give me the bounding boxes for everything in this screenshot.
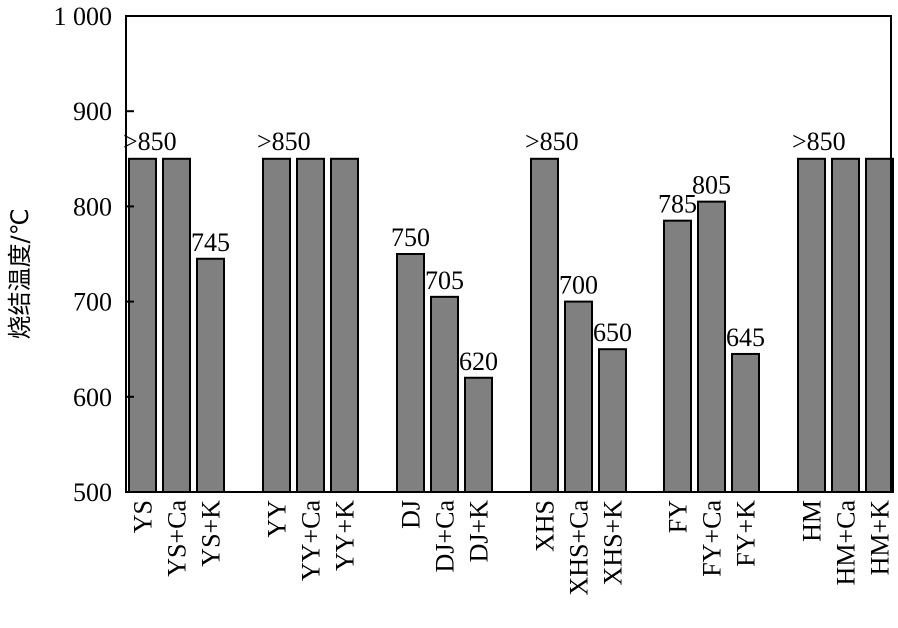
bar-fy-plus-k bbox=[731, 352, 760, 493]
bar-hm bbox=[797, 157, 826, 494]
labels-layer: YS YS+Ca 745 YS+K >850 YY YY+Ca YY+K >850 750 DJ 70… bbox=[123, 127, 895, 596]
x-tick-label: YY+K bbox=[331, 500, 360, 571]
group-annotation: >850 bbox=[525, 127, 579, 156]
bar-ys bbox=[128, 157, 157, 494]
bar-dj-plus-ca bbox=[430, 295, 459, 493]
bar-hm-plus-ca bbox=[831, 157, 860, 494]
group-annotation: >850 bbox=[257, 127, 311, 156]
y-tick-label: 600 bbox=[73, 383, 112, 412]
plot-frame bbox=[125, 15, 892, 493]
group-annotation: >850 bbox=[792, 127, 846, 156]
x-tick-label: FY+K bbox=[732, 500, 761, 567]
data-label: 620 bbox=[459, 347, 498, 376]
bar-fy-plus-ca bbox=[697, 200, 726, 493]
y-tick-label: 800 bbox=[73, 192, 112, 221]
axes-layer: 500 600 700 800 900 1 000 bbox=[54, 2, 892, 507]
bar-hm-plus-k bbox=[865, 157, 894, 494]
x-tick-label: YS bbox=[129, 500, 158, 533]
bar-fy bbox=[663, 219, 692, 493]
x-tick-label: FY bbox=[664, 500, 693, 533]
bar-xhs-plus-k bbox=[598, 348, 627, 494]
data-label: 700 bbox=[559, 271, 598, 300]
x-tick-label: YY bbox=[263, 500, 292, 538]
x-tick-label: YS+K bbox=[197, 500, 226, 567]
bar-xhs-plus-ca bbox=[564, 300, 593, 493]
x-tick-label: XHS+Ca bbox=[565, 500, 594, 596]
bar-ys-plus-k bbox=[196, 257, 225, 494]
data-label: 650 bbox=[593, 318, 632, 347]
bar-ys-plus-ca bbox=[162, 157, 191, 494]
x-tick-label: HM bbox=[798, 500, 827, 542]
bar-yy-plus-k bbox=[330, 157, 359, 494]
x-tick-label: DJ+K bbox=[465, 500, 494, 563]
y-tick-label: 500 bbox=[73, 478, 112, 507]
group-annotation: >850 bbox=[123, 127, 177, 156]
data-label: 750 bbox=[391, 223, 430, 252]
x-tick-label: HM+K bbox=[866, 500, 895, 576]
bars-layer bbox=[128, 157, 894, 494]
x-tick-label: XHS bbox=[531, 500, 560, 552]
bar-dj-plus-k bbox=[464, 376, 493, 494]
x-tick-label: DJ bbox=[397, 500, 426, 529]
y-tick-label: 700 bbox=[73, 288, 112, 317]
x-tick-label: DJ+Ca bbox=[431, 500, 460, 573]
y-tick-label: 900 bbox=[73, 97, 112, 126]
data-label: 745 bbox=[191, 228, 230, 257]
data-label: 645 bbox=[726, 323, 765, 352]
x-tick-label: HM+Ca bbox=[832, 500, 861, 586]
x-tick-label: YS+Ca bbox=[163, 500, 192, 577]
bar-xhs bbox=[530, 157, 559, 494]
data-label: 785 bbox=[658, 190, 697, 219]
bar-dj bbox=[396, 253, 425, 493]
y-axis-label: 烧结温度/℃ bbox=[6, 208, 34, 339]
bar-yy bbox=[262, 157, 291, 494]
x-tick-label: FY+Ca bbox=[698, 500, 727, 577]
y-tick-label: 1 000 bbox=[54, 2, 113, 31]
data-label: 705 bbox=[425, 266, 464, 295]
data-label: 805 bbox=[692, 171, 731, 200]
bar-yy-plus-ca bbox=[296, 157, 325, 494]
x-tick-label: XHS+K bbox=[599, 500, 628, 586]
x-tick-label: YY+Ca bbox=[297, 500, 326, 582]
